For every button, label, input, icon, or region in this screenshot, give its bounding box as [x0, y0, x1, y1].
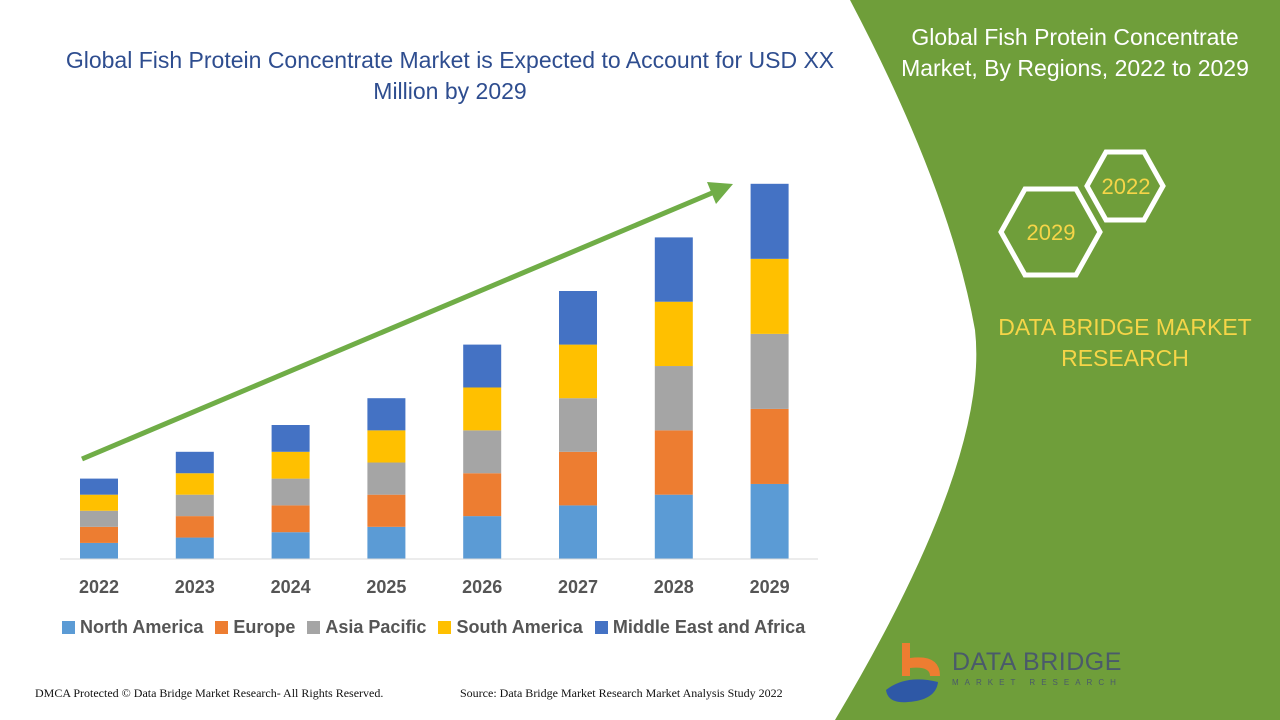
hex-label-2029: 2029 — [1027, 220, 1076, 245]
bar-2022-asia-pacific — [80, 510, 118, 527]
bar-2027-asia-pacific — [559, 398, 597, 452]
bar-2022-north-america — [80, 542, 118, 559]
bar-2024-middle-east-and-africa — [271, 425, 310, 452]
bar-2025-middle-east-and-africa — [367, 398, 406, 431]
legend-label: North America — [80, 617, 204, 637]
bar-2026-north-america — [463, 516, 502, 559]
logo-name: DATA BRIDGE — [952, 648, 1122, 676]
bar-2022-middle-east-and-africa — [80, 478, 118, 495]
bar-2029-asia-pacific — [750, 333, 789, 409]
legend-item: South America — [438, 617, 583, 638]
legend-item: Europe — [215, 617, 295, 638]
footer-copyright: DMCA Protected © Data Bridge Market Rese… — [35, 686, 384, 700]
bar-2028-asia-pacific — [654, 366, 693, 431]
bar-2029-north-america — [750, 483, 789, 559]
bar-2023-north-america — [175, 537, 214, 559]
x-tick-label: 2024 — [271, 577, 311, 597]
logo-icon — [886, 643, 940, 703]
legend-item: Middle East and Africa — [594, 617, 806, 638]
logo-subtitle: MARKET RESEARCH — [952, 678, 1122, 687]
legend-swatch — [307, 621, 321, 634]
bar-2029-middle-east-and-africa — [750, 183, 789, 259]
legend-label: Middle East and Africa — [612, 617, 806, 637]
x-tick-label: 2026 — [462, 577, 502, 597]
bar-2029-europe — [750, 408, 789, 484]
legend-label: South America — [456, 617, 583, 637]
trend-arrow — [81, 190, 713, 462]
bar-2026-asia-pacific — [463, 430, 502, 474]
legend-label: Asia Pacific — [325, 617, 427, 637]
legend-item: Asia Pacific — [307, 617, 426, 638]
bar-2028-south-america — [654, 301, 693, 367]
hexagon-2029 — [998, 186, 1103, 278]
bar-2026-south-america — [463, 387, 502, 431]
bar-2027-middle-east-and-africa — [559, 291, 597, 345]
x-tick-label: 2023 — [175, 577, 215, 597]
legend-label: Europe — [233, 617, 296, 637]
bar-2022-south-america — [80, 494, 118, 511]
legend-swatch — [215, 621, 229, 634]
bar-2026-middle-east-and-africa — [463, 344, 502, 388]
bar-2023-middle-east-and-africa — [175, 451, 214, 474]
bar-2022-europe — [80, 526, 118, 543]
bar-2024-europe — [271, 505, 310, 533]
side-panel — [835, 0, 1280, 720]
chart-title: Global Fish Protein Concentrate Market i… — [65, 47, 835, 104]
bar-2023-europe — [175, 516, 214, 538]
bar-2023-south-america — [175, 473, 214, 495]
bar-2027-north-america — [559, 505, 597, 559]
x-tick-label: 2029 — [750, 577, 790, 597]
x-tick-label: 2022 — [79, 577, 119, 597]
hexagon-2022 — [1084, 149, 1166, 223]
side-panel-title: Global Fish Protein Concentrate Market, … — [901, 24, 1249, 81]
bar-2025-europe — [367, 494, 406, 527]
hex-label-2022: 2022 — [1102, 174, 1151, 199]
legend: North America Europe Asia Pacific South Ame… — [62, 617, 805, 638]
bar-2027-europe — [559, 451, 597, 506]
trend-arrowhead — [707, 182, 733, 204]
x-tick-label: 2028 — [654, 577, 694, 597]
bar-2025-north-america — [367, 526, 406, 559]
brand-text: DATA BRIDGE MARKET RESEARCH — [998, 314, 1252, 371]
bar-2025-asia-pacific — [367, 462, 406, 495]
bar-2023-asia-pacific — [175, 494, 214, 517]
bar-2024-asia-pacific — [271, 478, 310, 506]
bar-2027-south-america — [559, 344, 597, 399]
footer-source: Source: Data Bridge Market Research Mark… — [460, 686, 783, 700]
bar-2024-south-america — [271, 451, 310, 479]
bar-2026-europe — [463, 473, 502, 517]
bar-2028-north-america — [654, 494, 693, 559]
x-tick-label: 2027 — [558, 577, 598, 597]
bar-2028-europe — [654, 430, 693, 495]
bar-2029-south-america — [750, 258, 789, 334]
x-tick-label: 2025 — [366, 577, 406, 597]
legend-item: North America — [62, 617, 203, 638]
legend-swatch — [594, 621, 608, 634]
bar-2025-south-america — [367, 430, 406, 463]
legend-swatch — [438, 621, 452, 634]
legend-swatch — [62, 621, 75, 634]
bar-2024-north-america — [271, 532, 310, 559]
bar-2028-middle-east-and-africa — [654, 237, 693, 302]
